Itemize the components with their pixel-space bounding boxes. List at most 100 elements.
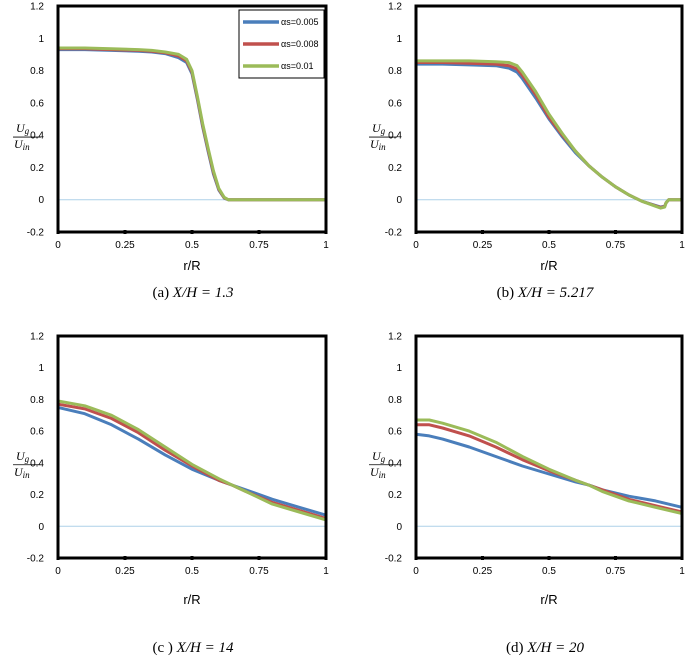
y-label-denominator: Uin xyxy=(14,137,30,152)
y-label-denominator: Uin xyxy=(370,465,386,480)
y-label-numerator: Ug xyxy=(16,121,30,136)
x-tick-label: 1 xyxy=(679,240,685,251)
y-tick-label: 0.6 xyxy=(30,427,44,438)
y-tick-label: 0.8 xyxy=(30,395,44,406)
y-tick-label: 0.6 xyxy=(388,98,402,109)
x-tick-label: 0 xyxy=(413,566,419,577)
legend-label-2: αs=0.008 xyxy=(281,39,318,49)
x-tick-label: 1 xyxy=(323,240,329,251)
y-tick-label: 0.8 xyxy=(388,66,402,77)
y-tick-label: 0.4 xyxy=(30,458,44,469)
y-label-denominator-sub: in xyxy=(379,142,387,152)
caption-prefix: (a) xyxy=(153,285,173,301)
x-axis-title: r/R xyxy=(183,258,200,273)
y-tick-label: 0 xyxy=(38,195,44,206)
x-tick-label: 0.5 xyxy=(185,240,199,251)
caption-math: X/H = 1.3 xyxy=(172,285,234,301)
y-tick-label: 1 xyxy=(38,34,44,45)
panel-b: -0.2 0 0.2 0.4 0.6 0.8 1 1.2 0 0.25 0.5 0.75 1 r/R UgU… xyxy=(369,2,685,301)
plot-frame xyxy=(56,334,328,560)
x-tick-label: 0.75 xyxy=(249,566,269,577)
x-tick-label: 0 xyxy=(55,566,61,577)
y-tick-label: 1 xyxy=(38,363,44,374)
legend-label-3: αs=0.01 xyxy=(281,61,313,71)
y-tick-label: -0.2 xyxy=(385,554,403,565)
y-label-denominator: Uin xyxy=(370,137,386,152)
caption-math: X/H = 14 xyxy=(176,640,234,656)
y-label-numerator: Ug xyxy=(372,121,386,136)
x-tick-label: 1 xyxy=(323,566,329,577)
panel-caption: (a) X/H = 1.3 xyxy=(153,285,234,301)
y-label-denominator-sub: in xyxy=(23,470,31,480)
x-tick-label: 0.5 xyxy=(542,566,556,577)
y-tick-label: 0.8 xyxy=(388,395,402,406)
x-tick-label: 0 xyxy=(55,240,61,251)
y-label-denominator-sub: in xyxy=(23,142,31,152)
x-axis-title: r/R xyxy=(540,592,557,607)
y-tick-label: 0.4 xyxy=(388,131,402,142)
caption-math: X/H = 20 xyxy=(526,640,584,656)
y-tick-label: 0.2 xyxy=(388,490,402,501)
series-line-3 xyxy=(414,418,684,516)
series-line-1 xyxy=(414,62,684,209)
series-line-3 xyxy=(414,59,684,210)
caption-prefix: (c ) xyxy=(153,640,177,656)
y-tick-label: 1.2 xyxy=(388,332,402,343)
panel-c: -0.2 0 0.2 0.4 0.6 0.8 1 1.2 0 0.25 0.5 0.75 1 r/R UgU… xyxy=(13,332,329,656)
legend-label-1: αs=0.005 xyxy=(281,17,318,27)
y-tick-label: 0 xyxy=(396,522,402,533)
series-line-1 xyxy=(56,405,328,517)
y-label-numerator-sub: g xyxy=(25,126,30,136)
y-tick-label: 0.2 xyxy=(30,490,44,501)
series-line-3 xyxy=(56,46,328,202)
y-tick-label: 1 xyxy=(396,363,402,374)
series-line-1 xyxy=(414,432,684,509)
panel-d: -0.2 0 0.2 0.4 0.6 0.8 1 1.2 0 0.25 0.5 0.75 1 r/R UgU… xyxy=(369,332,685,656)
y-tick-label: 0 xyxy=(38,522,44,533)
panel-caption: (b) X/H = 5.217 xyxy=(497,285,595,301)
x-tick-label: 0.75 xyxy=(249,240,269,251)
x-tick-label: 0.25 xyxy=(115,566,135,577)
y-tick-label: 0 xyxy=(396,195,402,206)
y-tick-label: 0.2 xyxy=(388,163,402,174)
y-tick-label: -0.2 xyxy=(385,228,403,239)
x-tick-label: 0.25 xyxy=(473,566,493,577)
y-tick-label: 0.6 xyxy=(388,427,402,438)
y-tick-label: 1 xyxy=(396,34,402,45)
caption-prefix: (b) xyxy=(497,285,518,301)
panel-a: -0.2 0 0.2 0.4 0.6 0.8 1 1.2 0 0.25 0.5 0.75 1 r/R UgU… xyxy=(13,2,329,301)
y-tick-label: 0.8 xyxy=(30,66,44,77)
y-label-denominator: Uin xyxy=(14,465,30,480)
legend: αs=0.005 αs=0.008 αs=0.01 xyxy=(238,9,325,79)
series-line-2 xyxy=(56,402,328,520)
panel-caption: (d) X/H = 20 xyxy=(506,640,585,656)
x-tick-label: 0.25 xyxy=(115,240,135,251)
y-tick-label: 0.2 xyxy=(30,163,44,174)
x-tick-label: 0.5 xyxy=(542,240,556,251)
y-tick-label: -0.2 xyxy=(27,228,45,239)
x-tick-label: 0.75 xyxy=(606,566,626,577)
panel-caption: (c ) X/H = 14 xyxy=(153,640,234,656)
series-line-3 xyxy=(56,399,328,522)
x-tick-label: 0.5 xyxy=(185,566,199,577)
y-tick-label: 1.2 xyxy=(30,2,44,13)
series-line-2 xyxy=(414,61,684,209)
y-label-numerator-sub: g xyxy=(381,126,386,136)
y-tick-label: 0.4 xyxy=(30,131,44,142)
y-label-numerator-sub: g xyxy=(25,454,30,464)
y-label-numerator: Ug xyxy=(16,449,30,464)
y-label-numerator: Ug xyxy=(372,449,386,464)
x-axis-title: r/R xyxy=(540,258,557,273)
y-label-denominator-sub: in xyxy=(379,470,387,480)
x-tick-label: 0.75 xyxy=(606,240,626,251)
y-label-numerator-sub: g xyxy=(381,454,386,464)
y-tick-label: 1.2 xyxy=(388,2,402,13)
y-tick-label: 1.2 xyxy=(30,332,44,343)
y-tick-label: 0.6 xyxy=(30,98,44,109)
plot-frame xyxy=(414,334,684,560)
x-tick-label: 1 xyxy=(679,566,685,577)
x-axis-title: r/R xyxy=(183,592,200,607)
x-tick-label: 0 xyxy=(413,240,419,251)
y-tick-label: -0.2 xyxy=(27,554,45,565)
